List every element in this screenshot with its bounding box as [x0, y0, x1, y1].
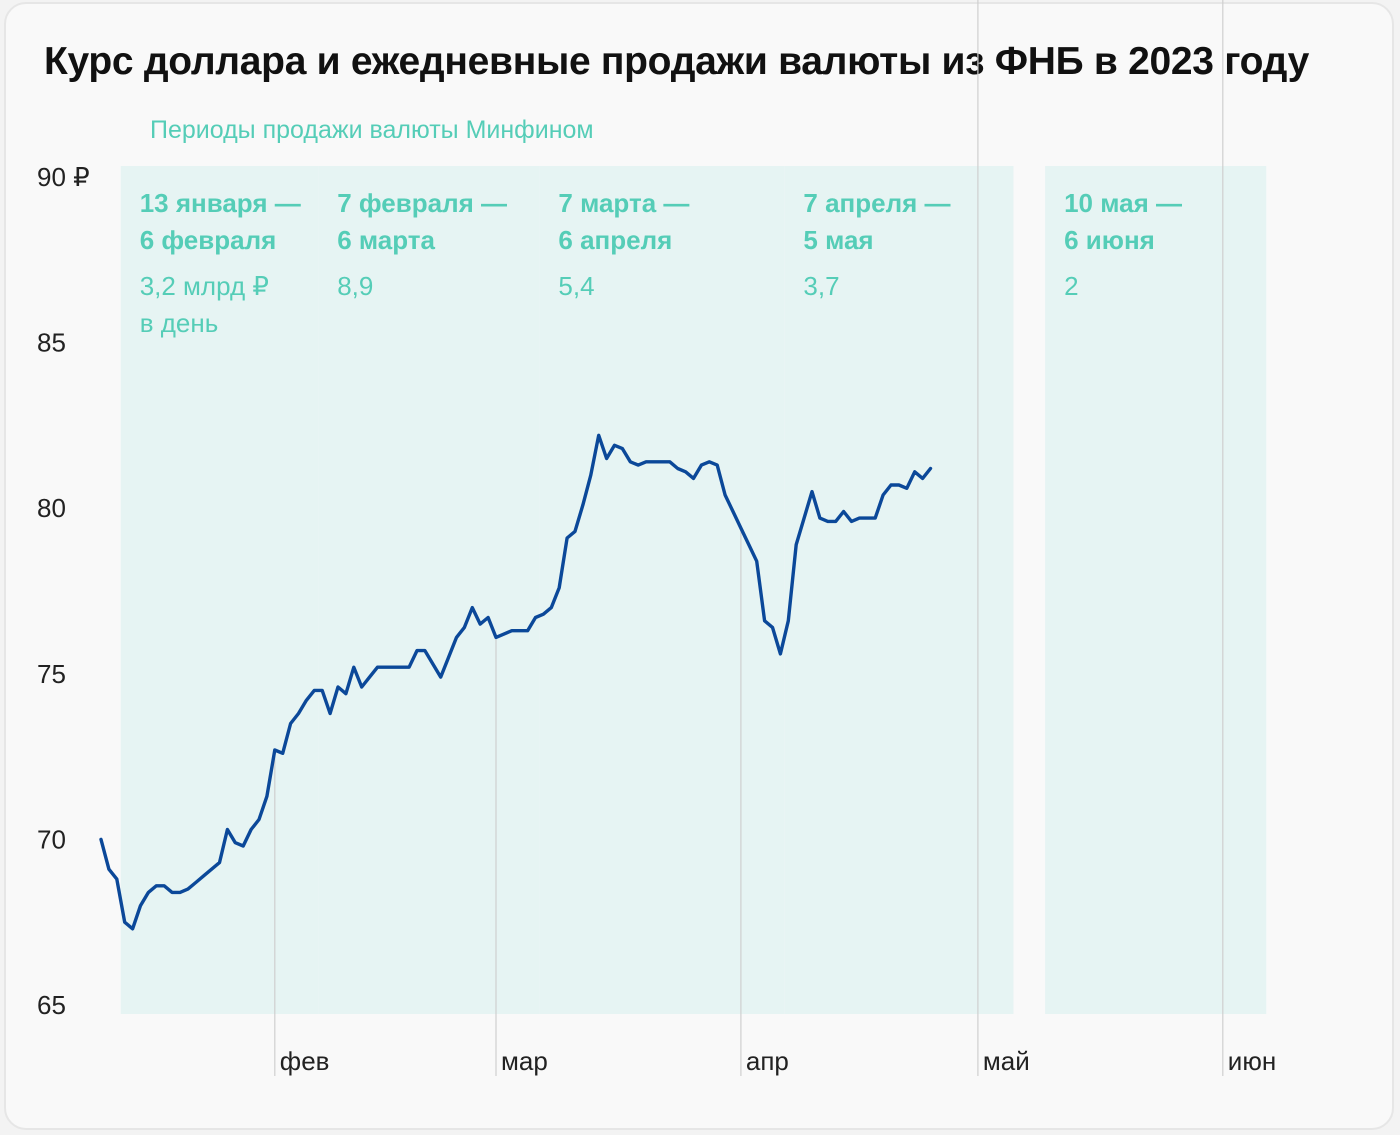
y-tick-label: 90 ₽: [37, 162, 90, 192]
period-sales-value: 2: [1064, 271, 1078, 301]
x-tick-label: мар: [501, 1046, 548, 1076]
period-dates-line1: 13 января —: [140, 188, 301, 218]
period-dates-line2: 6 февраля: [140, 225, 277, 255]
x-tick-label: апр: [746, 1046, 789, 1076]
y-axis: 90 ₽ 85 80 75 70 65: [37, 162, 90, 1020]
period-dates-line1: 7 апреля —: [803, 188, 950, 218]
period-dates-line1: 7 февраля —: [337, 188, 507, 218]
x-axis: фев мар апр май июн: [280, 1046, 1276, 1076]
sale-periods-layer: 13 января — 6 февраля 3,2 млрд ₽ в день 7 фе…: [120, 166, 1267, 1014]
x-tick-label: май: [983, 1046, 1030, 1076]
sale-period-4: 7 апреля — 5 мая 3,7: [784, 166, 1014, 1014]
period-dates-line2: 5 мая: [803, 225, 873, 255]
period-dates-line2: 6 июня: [1064, 225, 1155, 255]
sale-period-band: [539, 166, 785, 1014]
y-tick-label: 80: [37, 493, 66, 523]
period-sales-value: 5,4: [558, 271, 594, 301]
period-sales-value: 8,9: [337, 271, 373, 301]
period-sales-unit: в день: [140, 308, 219, 338]
sale-period-band: [784, 166, 1014, 1014]
chart-title: Курс доллара и ежедневные продажи валюты…: [44, 40, 1309, 83]
y-tick-label: 65: [37, 990, 66, 1020]
plot-area: [99, 433, 933, 931]
sale-period-band: [120, 166, 319, 1014]
period-dates-line1: 7 марта —: [558, 188, 689, 218]
periods-annotation-title: Периоды продажи валюты Минфином: [150, 116, 594, 144]
usd-rate-line: [99, 433, 933, 931]
sale-period-band: [1045, 166, 1267, 1014]
sale-period-2: 7 февраля — 6 марта 8,9: [318, 166, 540, 1014]
sale-period-5: 10 мая — 6 июня 2: [1045, 166, 1267, 1014]
y-tick-label: 75: [37, 659, 66, 689]
period-dates-line2: 6 апреля: [558, 225, 672, 255]
sale-period-3: 7 марта — 6 апреля 5,4: [539, 166, 785, 1014]
y-tick-label: 85: [37, 328, 66, 358]
period-sales-value: 3,7: [803, 271, 839, 301]
x-tick-label: фев: [280, 1046, 330, 1076]
period-dates-line1: 10 мая —: [1064, 188, 1182, 218]
x-tick-label: июн: [1228, 1046, 1276, 1076]
y-tick-label: 70: [37, 824, 66, 854]
sale-period-1: 13 января — 6 февраля 3,2 млрд ₽ в день: [120, 166, 319, 1014]
sale-period-band: [318, 166, 540, 1014]
month-guides-layer: [274, 0, 1224, 1076]
period-sales-value: 3,2 млрд ₽: [140, 271, 269, 301]
period-dates-line2: 6 марта: [337, 225, 435, 255]
